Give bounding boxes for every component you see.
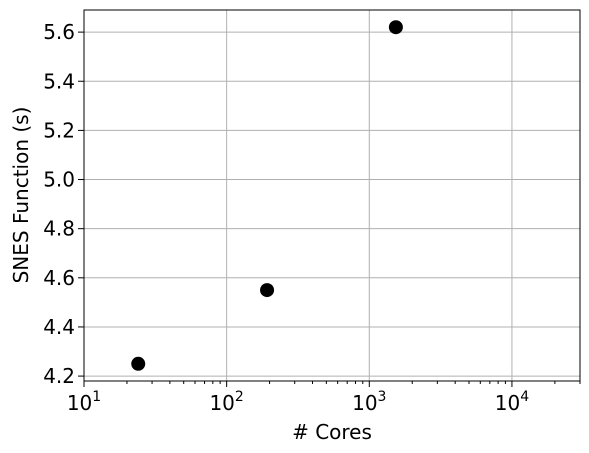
plot-frame — [83, 9, 581, 382]
x-tick-exponent: 2 — [235, 389, 244, 405]
y-tick-label: 5.0 — [43, 168, 75, 192]
x-tick-label: 104 — [495, 389, 529, 415]
data-point — [260, 283, 275, 298]
y-axis-label: SNES Function (s) — [9, 107, 33, 284]
x-tick-label: 101 — [67, 389, 101, 415]
x-tick-exponent: 3 — [378, 389, 387, 405]
y-tick-label: 5.2 — [43, 118, 75, 142]
data-point — [131, 356, 146, 371]
x-tick-label: 102 — [209, 389, 243, 415]
x-tick-base: 10 — [67, 391, 92, 415]
x-tick-base: 10 — [352, 391, 377, 415]
data-points — [131, 20, 403, 371]
data-point — [388, 20, 403, 35]
x-tick-exponent: 4 — [520, 389, 529, 405]
x-tick-base: 10 — [495, 391, 520, 415]
y-tick-label: 5.6 — [43, 20, 75, 44]
x-tick-exponent: 1 — [92, 389, 101, 405]
x-tick-base: 10 — [209, 391, 234, 415]
y-tick-label: 4.8 — [43, 217, 75, 241]
x-axis-label: # Cores — [292, 420, 372, 444]
y-tick-label: 4.6 — [43, 266, 75, 290]
x-tick-label: 103 — [352, 389, 386, 415]
y-tick-label: 5.4 — [43, 69, 75, 93]
grid — [83, 10, 580, 381]
y-tick-label: 4.2 — [43, 364, 75, 388]
y-tick-label: 4.4 — [43, 315, 75, 339]
